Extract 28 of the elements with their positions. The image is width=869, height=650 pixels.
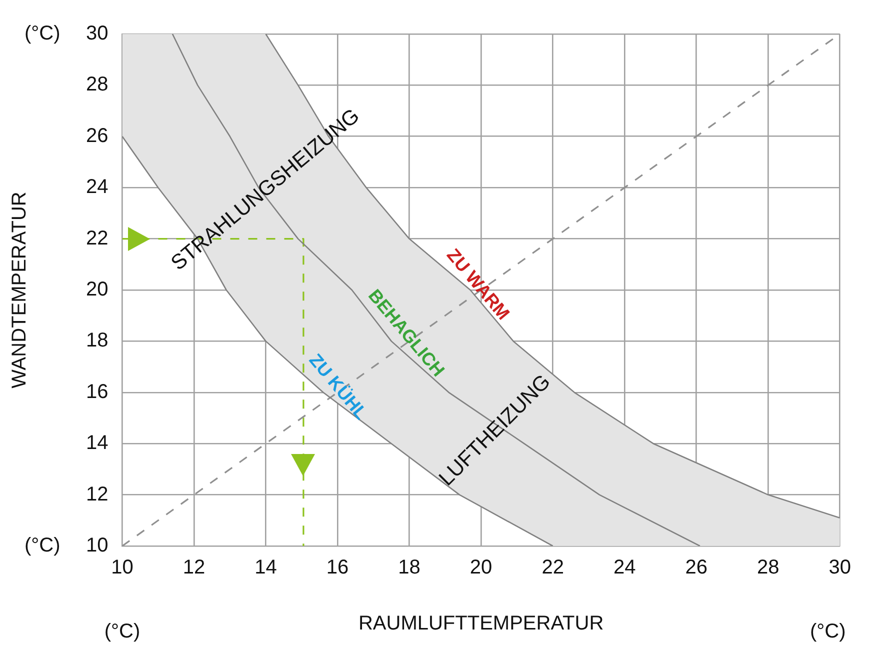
x-tick-label: 26 — [685, 556, 708, 579]
y-tick-label: 14 — [86, 432, 108, 454]
y-tick-label: 10 — [86, 534, 108, 557]
y-tick-label: 24 — [86, 176, 108, 198]
y-tick-label: 20 — [86, 278, 108, 301]
x-tick-label: 30 — [828, 556, 851, 579]
x-tick-label: 12 — [182, 556, 206, 579]
x-tick-label: 20 — [470, 556, 492, 579]
x-tick-label: 22 — [542, 556, 564, 579]
y-tick-label: 18 — [86, 330, 108, 352]
text: (°C) — [810, 620, 846, 643]
y-tick-label: 30 — [86, 22, 108, 45]
x-tick-label: 10 — [111, 556, 134, 579]
text: (°C) — [24, 534, 60, 557]
y-tick-label: 16 — [86, 380, 108, 403]
x-tick-label: 28 — [756, 556, 780, 579]
text: (°C) — [104, 620, 140, 643]
y-axis-title: WANDTEMPERATUR — [8, 192, 31, 388]
x-axis-title: RAUMLUFTTEMPERATUR — [358, 612, 604, 635]
y-tick-label: 22 — [86, 227, 108, 250]
x-tick-label: 14 — [254, 556, 277, 579]
y-tick-label: 28 — [86, 74, 108, 96]
x-tick-label: 24 — [613, 556, 636, 579]
y-tick-label: 12 — [86, 483, 108, 506]
x-tick-label: 16 — [326, 556, 349, 579]
text: (°C) — [24, 22, 60, 45]
x-tick-label: 18 — [398, 556, 420, 579]
y-tick-label: 26 — [86, 124, 108, 147]
